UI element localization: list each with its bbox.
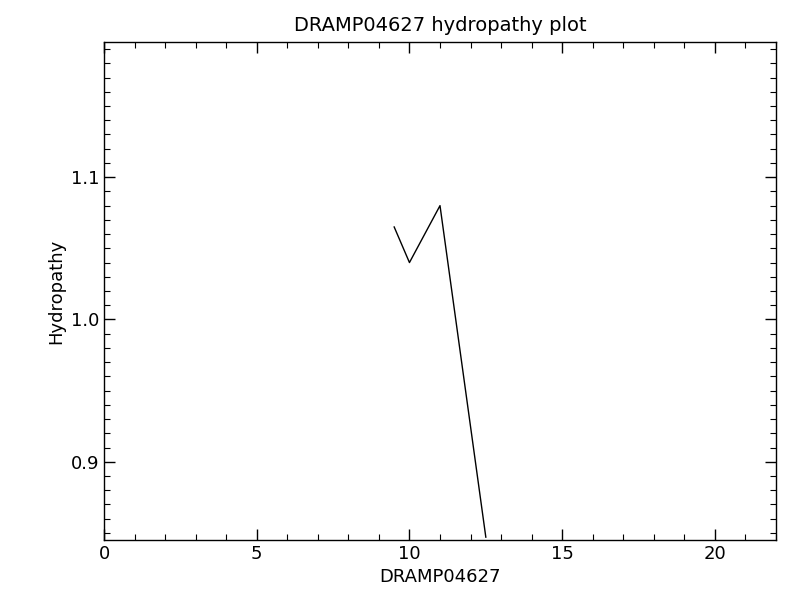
X-axis label: DRAMP04627: DRAMP04627 — [379, 568, 501, 586]
Title: DRAMP04627 hydropathy plot: DRAMP04627 hydropathy plot — [294, 16, 586, 35]
Y-axis label: Hydropathy: Hydropathy — [47, 238, 65, 344]
